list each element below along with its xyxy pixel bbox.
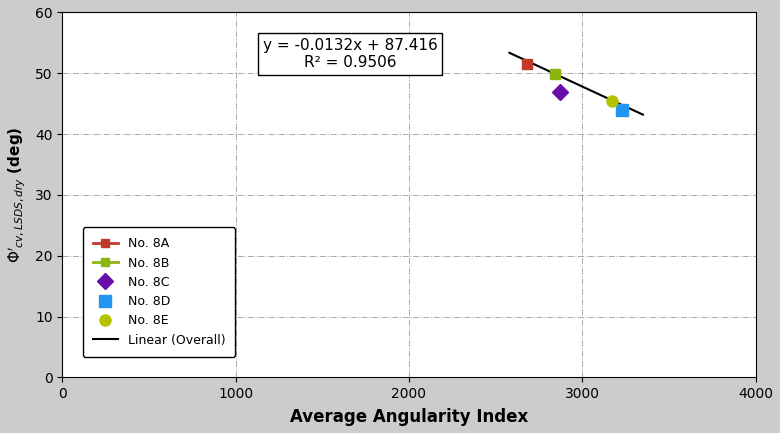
Legend: No. 8A, No. 8B, No. 8C, No. 8D, No. 8E, Linear (Overall): No. 8A, No. 8B, No. 8C, No. 8D, No. 8E, … (83, 227, 236, 356)
Y-axis label: $\Phi'_{cv,LSDS,dry}$ (deg): $\Phi'_{cv,LSDS,dry}$ (deg) (7, 126, 28, 263)
X-axis label: Average Angularity Index: Average Angularity Index (290, 408, 528, 426)
Text: y = -0.0132x + 87.416
R² = 0.9506: y = -0.0132x + 87.416 R² = 0.9506 (263, 38, 438, 71)
